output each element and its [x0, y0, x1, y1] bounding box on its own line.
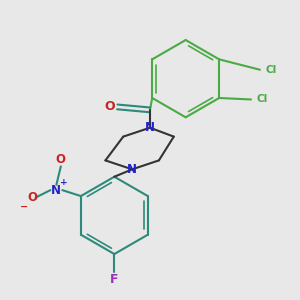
Text: N: N: [127, 163, 137, 176]
Text: O: O: [105, 100, 115, 113]
Text: +: +: [60, 178, 68, 187]
Text: Cl: Cl: [266, 65, 277, 75]
Text: N: N: [51, 184, 62, 196]
Text: N: N: [145, 121, 155, 134]
Text: Cl: Cl: [257, 94, 268, 104]
Text: O: O: [56, 153, 66, 166]
Text: O: O: [28, 191, 38, 204]
Text: F: F: [110, 273, 118, 286]
Text: −: −: [20, 202, 28, 212]
